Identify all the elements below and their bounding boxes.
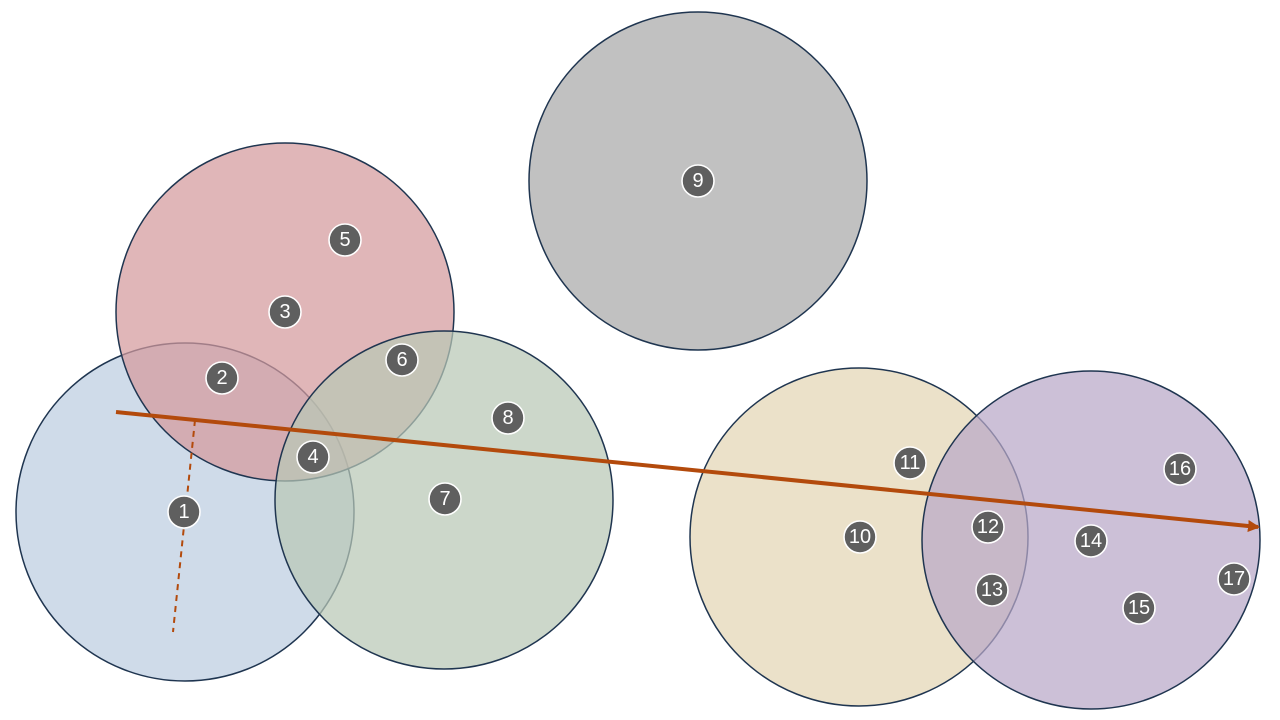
node-label: 13 <box>981 579 1003 601</box>
node-10: 10 <box>843 520 877 554</box>
node-16: 16 <box>1163 452 1197 486</box>
node-2: 2 <box>205 361 239 395</box>
node-3: 3 <box>268 295 302 329</box>
node-label: 12 <box>977 516 999 538</box>
node-17: 17 <box>1217 562 1251 596</box>
node-label: 16 <box>1169 458 1191 480</box>
node-1: 1 <box>167 495 201 529</box>
node-label: 9 <box>692 170 703 192</box>
node-15: 15 <box>1122 591 1156 625</box>
node-14: 14 <box>1074 524 1108 558</box>
node-label: 14 <box>1080 530 1102 552</box>
node-label: 6 <box>396 349 407 371</box>
node-label: 4 <box>307 446 318 468</box>
nodes: 1 2 3 4 5 6 7 8 9 10 11 12 13 14 15 16 1… <box>167 164 1251 625</box>
node-label: 1 <box>178 501 189 523</box>
cluster-circles <box>15 11 1261 710</box>
node-label: 10 <box>849 526 871 548</box>
node-label: 2 <box>216 367 227 389</box>
node-9: 9 <box>681 164 715 198</box>
node-label: 11 <box>900 452 921 474</box>
node-12: 12 <box>971 510 1005 544</box>
node-label: 3 <box>279 301 290 323</box>
node-5: 5 <box>328 223 362 257</box>
node-6: 6 <box>385 343 419 377</box>
node-label: 17 <box>1223 568 1245 590</box>
node-13: 13 <box>975 573 1009 607</box>
node-label: 15 <box>1128 597 1150 619</box>
node-11: 11 <box>893 446 927 480</box>
node-7: 7 <box>428 482 462 516</box>
node-8: 8 <box>491 401 525 435</box>
node-label: 7 <box>439 488 450 510</box>
node-label: 8 <box>502 407 513 429</box>
dashed-line <box>172 419 196 633</box>
node-label: 5 <box>339 229 350 251</box>
node-4: 4 <box>296 440 330 474</box>
direction-arrow <box>115 410 1260 532</box>
